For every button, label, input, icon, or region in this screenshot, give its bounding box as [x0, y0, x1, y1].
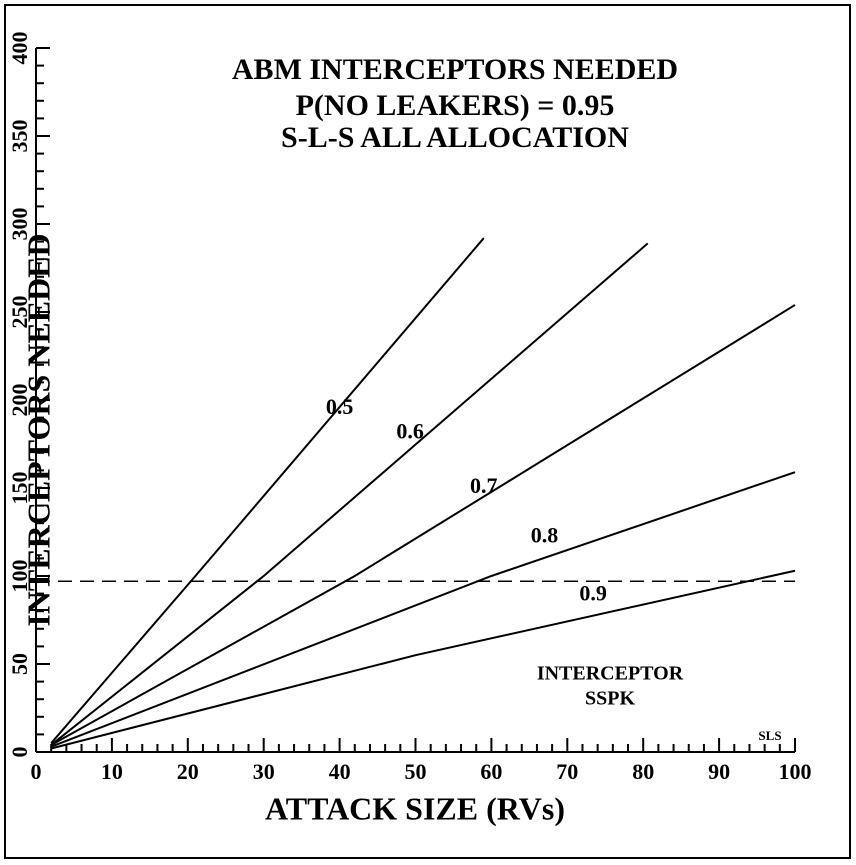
y-tick-label: 300	[7, 208, 32, 241]
y-tick-label: 100	[7, 560, 32, 593]
x-tick-label: 60	[480, 759, 502, 784]
series-label: 0.8	[531, 522, 559, 547]
x-axis-label: ATTACK SIZE (RVs)	[265, 790, 565, 826]
annotation: SLS	[758, 728, 781, 743]
x-tick-label: 70	[556, 759, 578, 784]
frame	[4, 4, 851, 859]
series-line	[50, 242, 649, 746]
x-tick-label: 80	[632, 759, 654, 784]
y-tick-label: 150	[7, 472, 32, 505]
y-tick-label: 400	[7, 32, 32, 65]
series-label: 0.5	[326, 394, 354, 419]
series-label: 0.9	[579, 580, 607, 605]
y-axis-label: INTERCEPTORS NEEDED	[20, 233, 56, 626]
series-label: 0.6	[396, 418, 424, 443]
series-line	[50, 237, 485, 744]
x-tick-label: 40	[329, 759, 351, 784]
title-line: ABM INTERCEPTORS NEEDED	[232, 53, 678, 86]
x-tick-label: 90	[708, 759, 730, 784]
x-tick-label: 0	[31, 759, 42, 784]
annotation: SSPK	[585, 688, 635, 710]
title-line: P(NO LEAKERS) = 0.95	[296, 89, 615, 122]
series-line	[50, 569, 796, 750]
x-tick-label: 100	[779, 759, 812, 784]
title-line: S-L-S ALL ALLOCATION	[281, 121, 629, 154]
x-tick-label: 20	[177, 759, 199, 784]
series-line	[50, 471, 796, 748]
annotation: INTERCEPTOR	[537, 663, 684, 685]
y-tick-label: 250	[7, 296, 32, 329]
y-tick-label: 200	[7, 384, 32, 417]
y-tick-label: 0	[7, 747, 32, 758]
y-tick-label: 50	[7, 653, 32, 675]
series-line	[50, 304, 796, 746]
x-tick-label: 30	[253, 759, 275, 784]
y-tick-label: 350	[7, 120, 32, 153]
x-tick-label: 10	[101, 759, 123, 784]
x-tick-label: 50	[405, 759, 427, 784]
series-label: 0.7	[470, 473, 498, 498]
